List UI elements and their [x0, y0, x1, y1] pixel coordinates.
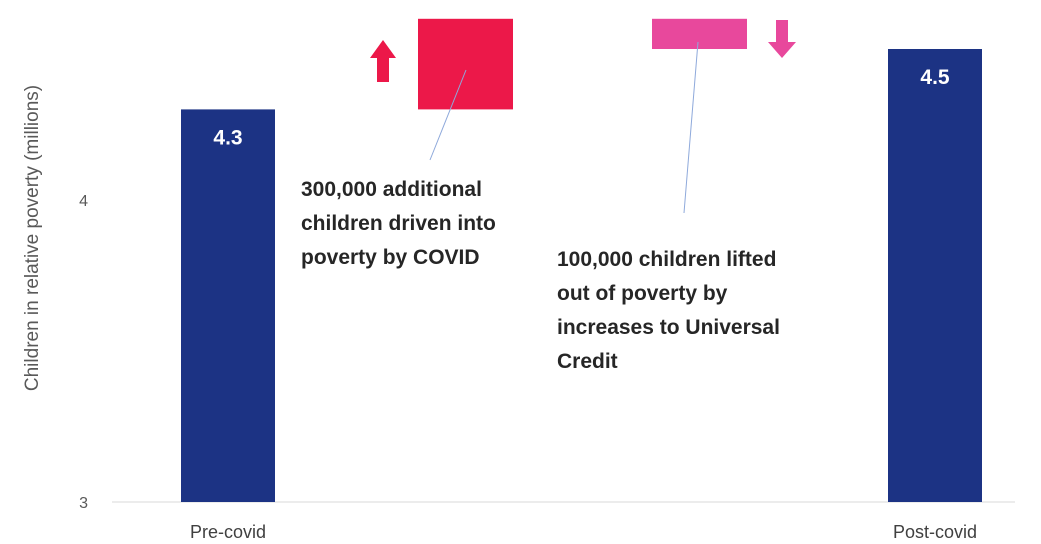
data-label: 4.3 [213, 126, 242, 149]
chart-marks: 4.3 Pre-covid 4.5 Post-covid 300,000 additio… [181, 18, 982, 542]
bar-post-covid [888, 49, 982, 502]
y-tick-label: 3 [79, 495, 88, 512]
change-bar-up [418, 18, 513, 110]
x-tick-label: Pre-covid [190, 522, 266, 542]
bar-pre-covid [181, 109, 275, 503]
annotation-leader-line [683, 41, 699, 214]
y-axis-title: Children in relative poverty (millions) [22, 85, 43, 391]
y-tick-label: 4 [79, 193, 88, 210]
annotation-text: 300,000 additional children driven into po… [301, 178, 496, 269]
change-bar-down [652, 18, 747, 49]
arrow-down-icon [768, 20, 796, 58]
arrow-up-icon [370, 40, 396, 82]
y-axis-ticks: 34 [79, 193, 88, 512]
data-label: 4.5 [920, 66, 950, 89]
annotation-leader-line [429, 69, 467, 161]
x-tick-label: Post-covid [893, 522, 977, 542]
annotation-text: 100,000 children lifted out of poverty by… [557, 248, 780, 373]
